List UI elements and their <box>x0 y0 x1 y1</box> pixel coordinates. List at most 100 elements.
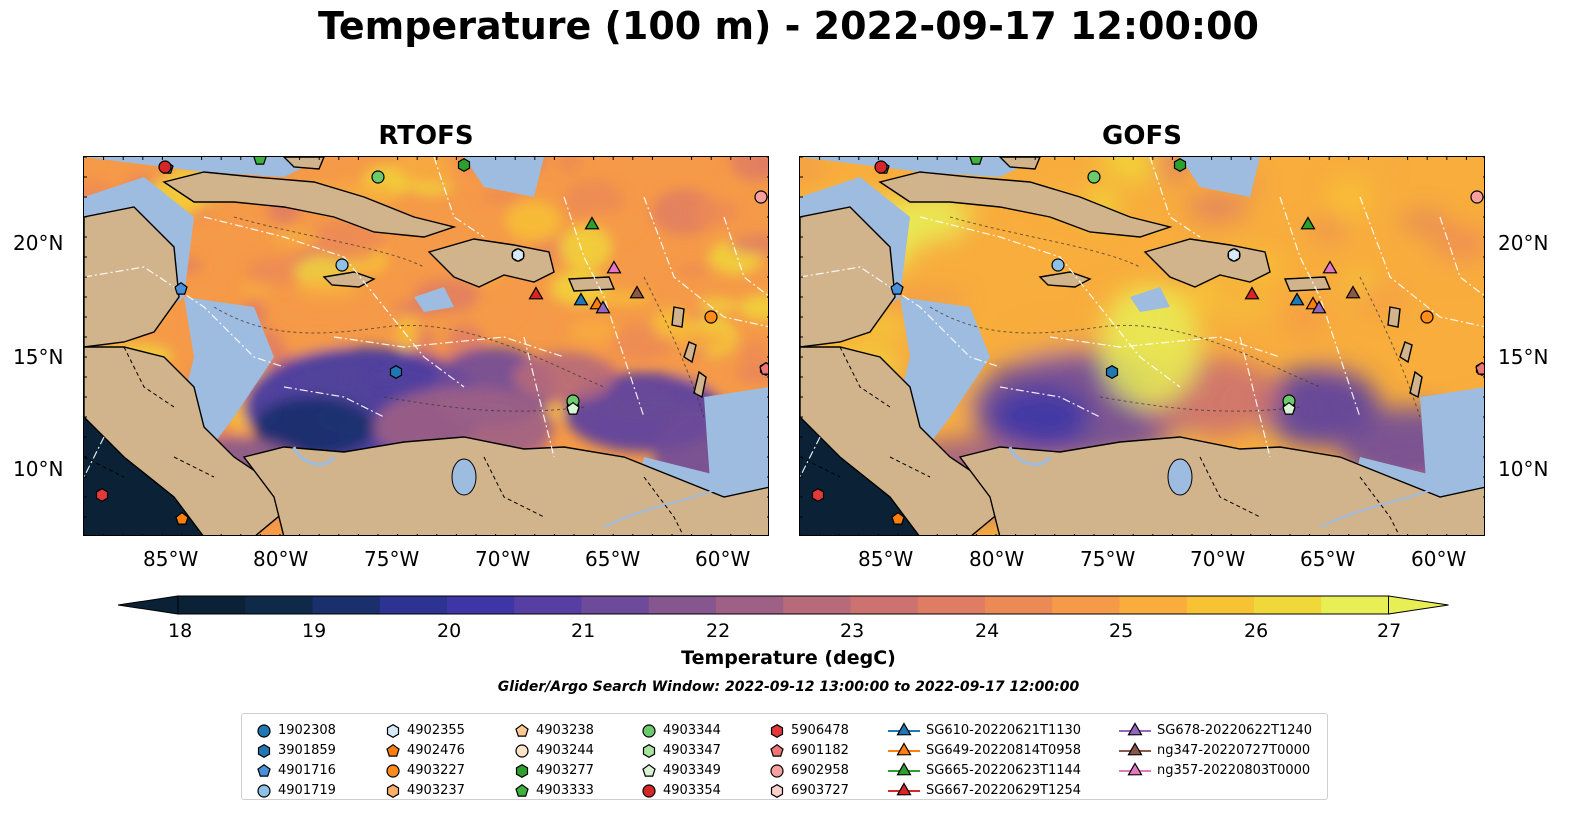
legend-label: 4902476 <box>407 742 465 758</box>
legend-marker <box>888 762 920 776</box>
obs-marker-4903349 <box>566 401 580 415</box>
land-cuba <box>878 171 1173 238</box>
lon-tick-left: 85°W <box>143 547 199 571</box>
obs-marker-6901182 <box>759 361 768 375</box>
colorbar-segment <box>917 596 986 614</box>
colorbar-tick: 26 <box>1244 620 1269 642</box>
land-antilles <box>1387 306 1401 328</box>
legend-entry: 4903277 <box>514 760 594 780</box>
legend-label: SG678-20220622T1240 <box>1157 722 1313 738</box>
legend-marker <box>888 782 920 796</box>
legend-label: 4901719 <box>278 782 336 798</box>
map-gofs-canvas <box>800 157 1484 535</box>
colorbar-tick: 24 <box>975 620 1000 642</box>
legend-entry: 4903237 <box>385 780 465 800</box>
legend-marker-shape <box>642 784 656 798</box>
legend-marker-shape <box>386 784 400 798</box>
legend-label: SG610-20220621T1130 <box>926 722 1082 738</box>
obs-marker-SG665-20220623T1144 <box>1300 216 1316 230</box>
legend-marker-shape <box>386 724 400 738</box>
colorbar-tick: 27 <box>1377 620 1402 642</box>
legend-marker <box>770 724 784 738</box>
legend-marker-shape <box>896 762 912 776</box>
legend-label: 4903237 <box>407 782 465 798</box>
lon-tick-right: 75°W <box>1080 547 1136 571</box>
legend-marker-shape <box>386 743 400 757</box>
colorbar-segment <box>850 596 919 614</box>
legend-marker <box>257 744 271 758</box>
legend-marker <box>642 744 656 758</box>
colorbar-segment <box>1321 596 1389 614</box>
legend-marker-shape <box>1127 742 1143 756</box>
lon-tick-left: 75°W <box>364 547 420 571</box>
legend-entry: 4903238 <box>514 720 594 740</box>
colorbar-segment <box>1254 596 1322 614</box>
obs-marker-4903227 <box>1420 310 1434 324</box>
lon-tick-left: 65°W <box>585 547 641 571</box>
legend-label: SG667-20220629T1254 <box>926 782 1082 798</box>
legend-marker-shape <box>515 783 529 797</box>
legend-label: 6902958 <box>791 762 849 778</box>
legend-marker <box>515 744 529 758</box>
figure-title: Temperature (100 m) - 2022-09-17 12:00:0… <box>317 4 1259 48</box>
legend-label: 4901716 <box>278 762 336 778</box>
legend-marker-shape <box>770 764 784 778</box>
legend-label: 4903349 <box>663 762 721 778</box>
obs-marker-4901719 <box>335 258 349 272</box>
colorbar-segment <box>985 596 1053 614</box>
legend: 1902308 3901859 4901716 4901719 4902355 49024… <box>241 713 1328 800</box>
colorbar-segment <box>1119 596 1188 614</box>
legend-marker-shape <box>642 744 656 758</box>
lon-tick-right: 80°W <box>969 547 1025 571</box>
legend-marker-shape <box>257 744 271 758</box>
land-antilles <box>671 306 685 328</box>
obs-marker-4903227 <box>704 310 718 324</box>
obs-marker-3901859 <box>1105 365 1119 379</box>
legend-entry: 4903244 <box>514 740 594 760</box>
legend-label: 4903347 <box>663 742 721 758</box>
colorbar-segment <box>581 596 650 614</box>
obs-marker-4903277 <box>457 158 471 172</box>
legend-marker <box>642 724 656 738</box>
legend-label: 4903227 <box>407 762 465 778</box>
lon-tick-right: 65°W <box>1300 547 1356 571</box>
obs-marker-4903333 <box>253 157 267 165</box>
legend-label: 4903244 <box>536 742 594 758</box>
obs-marker-4903344 <box>1087 170 1101 184</box>
legend-entry: 4903333 <box>514 780 594 800</box>
colorbar-segment <box>379 596 448 614</box>
legend-entry: 6901182 <box>769 740 849 760</box>
obs-marker-5906478 <box>811 488 825 502</box>
obs-marker-4902355 <box>1227 248 1241 262</box>
obs-marker-4903354 <box>158 160 172 174</box>
legend-entry: 4903344 <box>641 720 721 740</box>
legend-marker-shape <box>257 724 271 738</box>
obs-marker-4902476 <box>175 511 189 525</box>
legend-marker <box>770 784 784 798</box>
colorbar-extend-low <box>117 595 179 615</box>
legend-entry: 4902476 <box>385 740 465 760</box>
obs-marker-3901859 <box>389 365 403 379</box>
land-south-america <box>242 436 768 535</box>
map-rtofs <box>83 156 769 536</box>
legend-marker-shape <box>896 782 912 796</box>
legend-marker <box>386 743 400 757</box>
obs-marker-4903349 <box>1282 401 1296 415</box>
legend-entry: 5906478 <box>769 720 849 740</box>
legend-entry: 4901719 <box>256 780 336 800</box>
legend-label: 4903277 <box>536 762 594 778</box>
legend-marker-shape <box>896 742 912 756</box>
obs-marker-ng357-20220803T0000 <box>1322 260 1338 274</box>
obs-marker-6901182 <box>1475 361 1484 375</box>
lat-tick-right: 20°N <box>1498 231 1549 255</box>
legend-marker <box>257 763 271 777</box>
legend-marker <box>642 763 656 777</box>
colorbar-tick: 23 <box>840 620 865 642</box>
obs-marker-SG667-20220629T1254 <box>528 286 544 300</box>
obs-marker-4902476 <box>891 511 905 525</box>
legend-entry: 4903347 <box>641 740 721 760</box>
lon-tick-left: 80°W <box>253 547 309 571</box>
legend-entry: 4903349 <box>641 760 721 780</box>
legend-marker <box>257 784 271 798</box>
colorbar-segment <box>178 596 246 614</box>
